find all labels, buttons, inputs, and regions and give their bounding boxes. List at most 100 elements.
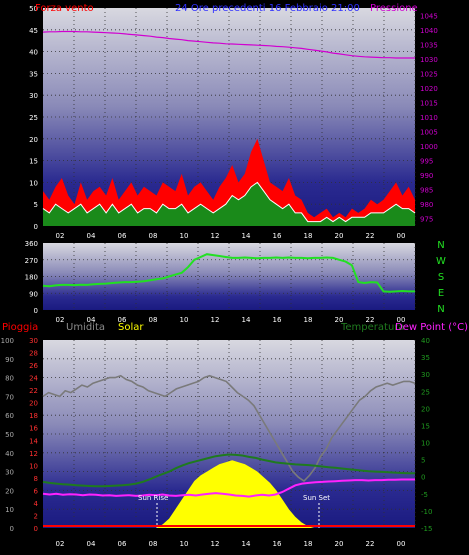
wind-tick-label: 15 bbox=[29, 158, 38, 166]
pressure-tick-label: 1025 bbox=[420, 70, 438, 78]
temperature-tick-label: -15 bbox=[421, 525, 432, 533]
wind-x-ticks: 02 04 06 08 10 12 14 16 18 20 22 00 bbox=[56, 232, 406, 240]
x-tick-label: 16 bbox=[273, 316, 282, 324]
direction-x-ticks: 02 04 06 08 10 12 14 16 18 20 22 00 bbox=[56, 316, 406, 324]
temperature-tick-label: 30 bbox=[421, 371, 430, 379]
dewpoint-axis-label: Dew Point (°C) bbox=[395, 322, 468, 333]
wind-tick-label: 45 bbox=[29, 27, 38, 35]
pressure-tick-label: 1045 bbox=[420, 12, 438, 20]
x-tick-label: 14 bbox=[242, 232, 251, 240]
pressure-tick-label: 975 bbox=[420, 216, 433, 224]
direction-tick-label: 270 bbox=[25, 257, 38, 265]
rain-tick-label: 26 bbox=[29, 362, 38, 370]
pressure-tick-label: 995 bbox=[420, 158, 433, 166]
temperature-tick-label: -10 bbox=[421, 508, 432, 516]
direction-left-ticks: 0 90 180 270 360 bbox=[25, 240, 38, 315]
x-tick-label: 18 bbox=[304, 540, 313, 548]
pressure-tick-label: 980 bbox=[420, 201, 433, 209]
x-tick-label: 00 bbox=[397, 316, 406, 324]
direction-tick-label: 360 bbox=[25, 240, 38, 248]
humidity-ticks: 0 10 20 30 40 50 60 70 80 90 100 bbox=[1, 337, 14, 533]
wind-tick-label: 5 bbox=[34, 201, 38, 209]
x-tick-label: 20 bbox=[335, 540, 344, 548]
x-tick-label: 08 bbox=[149, 232, 158, 240]
temperature-line bbox=[42, 453, 415, 488]
x-tick-label: 06 bbox=[118, 316, 127, 324]
x-tick-label: 10 bbox=[180, 232, 189, 240]
x-tick-label: 02 bbox=[56, 316, 65, 324]
direction-tick-label: 0 bbox=[34, 307, 38, 315]
rain-tick-label: 2 bbox=[34, 512, 38, 520]
rain-tick-label: 4 bbox=[34, 500, 39, 508]
x-tick-label: 00 bbox=[397, 540, 406, 548]
temperature-tick-label: 15 bbox=[421, 422, 430, 430]
humidity-tick-label: 30 bbox=[5, 469, 14, 477]
wind-left-ticks: 0 5 10 15 20 25 30 35 40 45 50 bbox=[29, 5, 38, 231]
x-tick-label: 12 bbox=[211, 232, 220, 240]
rain-tick-label: 6 bbox=[34, 487, 39, 495]
wind-tick-label: 40 bbox=[29, 49, 38, 57]
solar-axis-label: Solar bbox=[118, 322, 144, 333]
sunset-label: Sun Set bbox=[303, 494, 330, 502]
rain-tick-label: 10 bbox=[29, 462, 38, 470]
direction-panel-background bbox=[43, 243, 415, 310]
wind-direction-line bbox=[42, 253, 415, 293]
x-tick-label: 12 bbox=[211, 540, 220, 548]
compass-label: N bbox=[437, 240, 444, 251]
rain-tick-label: 8 bbox=[34, 475, 38, 483]
x-tick-label: 02 bbox=[56, 232, 65, 240]
sunrise-label: Sun Rise bbox=[138, 494, 168, 502]
rain-tick-label: 22 bbox=[29, 387, 38, 395]
x-tick-label: 18 bbox=[304, 316, 313, 324]
pressure-axis-label: Pressione bbox=[370, 3, 418, 14]
wind-grid bbox=[43, 8, 416, 226]
temperature-tick-label: 20 bbox=[421, 405, 430, 413]
chart-title: 24 Ore precedenti 16 Febbraio 21:00 bbox=[175, 3, 360, 14]
rain-tick-label: 20 bbox=[29, 400, 38, 408]
temperature-tick-label: 0 bbox=[421, 474, 425, 482]
wind-tick-label: 30 bbox=[29, 92, 38, 100]
x-tick-label: 04 bbox=[87, 232, 96, 240]
humidity-tick-label: 100 bbox=[1, 337, 14, 345]
wind-tick-label: 20 bbox=[29, 136, 38, 144]
temperature-tick-label: 10 bbox=[421, 440, 430, 448]
x-tick-label: 20 bbox=[335, 316, 344, 324]
wind-avg-line bbox=[42, 181, 416, 223]
direction-tick-label: 180 bbox=[25, 274, 38, 282]
x-tick-label: 10 bbox=[180, 316, 189, 324]
compass-label: S bbox=[438, 272, 444, 283]
x-tick-label: 22 bbox=[366, 540, 375, 548]
pressure-tick-label: 1040 bbox=[420, 27, 438, 35]
temperature-tick-label: 35 bbox=[421, 354, 430, 362]
temperature-tick-label: 25 bbox=[421, 388, 430, 396]
x-tick-label: 08 bbox=[149, 540, 158, 548]
x-tick-label: 22 bbox=[366, 316, 375, 324]
pressure-right-ticks: 975 980 985 990 995 1000 1005 1010 1015 1020 1025 1… bbox=[420, 12, 438, 223]
x-tick-label: 00 bbox=[397, 232, 406, 240]
wind-tick-label: 10 bbox=[29, 179, 38, 187]
pressure-tick-label: 990 bbox=[420, 172, 433, 180]
x-tick-label: 20 bbox=[335, 232, 344, 240]
pressure-tick-label: 1000 bbox=[420, 143, 438, 151]
x-tick-label: 04 bbox=[87, 316, 96, 324]
temperature-ticks: -15 -10 -5 0 5 10 15 20 25 30 35 40 bbox=[421, 337, 432, 533]
wind-axis-label: Forza vento bbox=[35, 3, 94, 14]
x-tick-label: 14 bbox=[242, 316, 251, 324]
compass-label: N bbox=[437, 304, 444, 315]
humidity-axis-label: Umidita bbox=[66, 322, 105, 333]
wind-tick-label: 25 bbox=[29, 114, 38, 122]
pressure-tick-label: 1020 bbox=[420, 85, 438, 93]
x-tick-label: 16 bbox=[273, 540, 282, 548]
temperature-tick-label: 5 bbox=[421, 457, 425, 465]
temperature-tick-label: 40 bbox=[421, 337, 430, 345]
x-tick-label: 02 bbox=[56, 540, 65, 548]
pressure-tick-label: 1015 bbox=[420, 99, 438, 107]
humidity-tick-label: 90 bbox=[5, 356, 14, 364]
humidity-tick-label: 50 bbox=[5, 431, 14, 439]
rain-axis-label: Pioggia bbox=[2, 322, 38, 333]
